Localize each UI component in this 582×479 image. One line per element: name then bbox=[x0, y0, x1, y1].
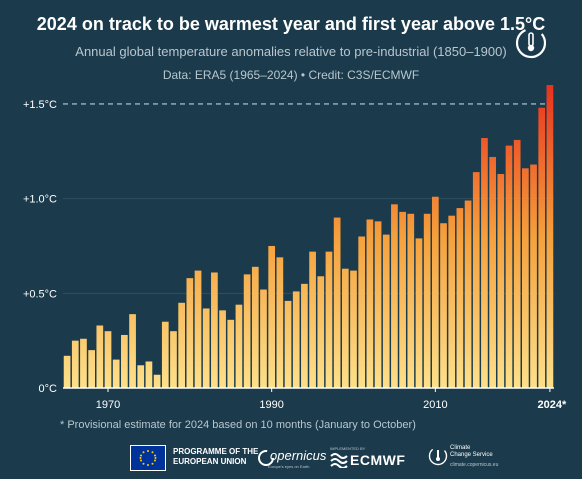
bar-1976 bbox=[153, 374, 161, 388]
bar-2001 bbox=[358, 236, 366, 388]
bar-1978 bbox=[170, 331, 177, 388]
bar-2011 bbox=[440, 223, 447, 388]
partner-logos: PROGRAMME OF THE EUROPEAN UNION opernicu… bbox=[0, 440, 582, 476]
ecmwf-wordmark: ECMWF bbox=[350, 452, 406, 468]
bar-1981 bbox=[194, 270, 202, 388]
bar-1971 bbox=[112, 359, 120, 388]
bar-1974 bbox=[137, 365, 145, 388]
data-source: Data: ERA5 (1965–2024) • Credit: C3S/ECM… bbox=[162, 68, 420, 82]
copernicus-wordmark: opernicus bbox=[270, 448, 327, 463]
eu-programme-label: PROGRAMME OF THE EUROPEAN UNION bbox=[173, 447, 259, 466]
chart-title: 2024 on track to be warmest year and fir… bbox=[36, 14, 546, 34]
bar-1985 bbox=[227, 319, 235, 388]
bar-1965 bbox=[63, 355, 71, 388]
bar-1984 bbox=[219, 310, 226, 388]
bars-layer bbox=[63, 85, 554, 388]
ecmwf-implemented-by: IMPLEMENTED BY bbox=[330, 446, 366, 451]
bar-2021 bbox=[522, 168, 529, 388]
c3s-label: Climate Change Service bbox=[450, 445, 493, 458]
bar-2009 bbox=[423, 213, 431, 388]
bar-1988 bbox=[251, 266, 259, 388]
bar-2016 bbox=[481, 138, 488, 388]
x-tick-label: 2010 bbox=[423, 399, 447, 411]
x-axis: 1970 1990 2010 2024* bbox=[96, 388, 567, 411]
grid-layer bbox=[63, 198, 554, 294]
bar-2018 bbox=[497, 174, 505, 388]
bar-1989 bbox=[260, 289, 267, 388]
bar-2020 bbox=[513, 139, 521, 388]
bar-2013 bbox=[456, 208, 464, 388]
bar-2006 bbox=[399, 211, 406, 388]
bar-2023 bbox=[538, 107, 546, 388]
bar-1987 bbox=[243, 274, 251, 388]
bar-1968 bbox=[88, 350, 95, 388]
c3s-thermometer-icon bbox=[515, 27, 547, 59]
bar-2002 bbox=[366, 219, 374, 388]
copernicus-tagline: Europe's eyes on Earth bbox=[268, 464, 310, 469]
bar-2003 bbox=[374, 221, 382, 388]
bar-1982 bbox=[202, 308, 210, 388]
bar-1980 bbox=[186, 278, 194, 388]
y-tick-label: +0.5°C bbox=[23, 288, 57, 300]
bar-1998 bbox=[333, 217, 341, 388]
bar-1993 bbox=[292, 291, 300, 388]
bar-2014 bbox=[464, 200, 472, 388]
bar-1979 bbox=[178, 302, 186, 388]
x-tick-label: 1970 bbox=[96, 399, 120, 411]
y-axis: 0°C +0.5°C +1.0°C +1.5°C bbox=[23, 99, 57, 395]
bar-1967 bbox=[80, 338, 87, 388]
bar-1994 bbox=[301, 283, 308, 388]
c3s-url: climate.copernicus.eu bbox=[450, 462, 499, 468]
bar-1992 bbox=[284, 300, 292, 388]
y-tick-label: +1.5°C bbox=[23, 99, 57, 111]
bar-1977 bbox=[161, 321, 169, 388]
bar-1973 bbox=[129, 314, 136, 388]
y-tick-label: +1.0°C bbox=[23, 194, 57, 206]
threshold-layer bbox=[63, 103, 554, 389]
bar-2000 bbox=[350, 270, 357, 388]
bar-1970 bbox=[104, 331, 112, 388]
y-tick-label: 0°C bbox=[39, 383, 58, 395]
bar-1969 bbox=[96, 325, 104, 388]
bar-2005 bbox=[391, 204, 398, 388]
ecmwf-logo-icon bbox=[330, 453, 348, 468]
bar-2004 bbox=[382, 234, 390, 388]
bar-1999 bbox=[341, 268, 349, 388]
bar-1997 bbox=[325, 251, 333, 388]
bar-1995 bbox=[309, 251, 316, 388]
bar-1966 bbox=[71, 340, 79, 388]
bar-2017 bbox=[489, 156, 496, 388]
bar-2015 bbox=[472, 172, 480, 388]
bar-1975 bbox=[145, 361, 153, 388]
c3s-logo-icon bbox=[428, 446, 448, 466]
bar-1990 bbox=[268, 245, 276, 388]
bar-1983 bbox=[211, 272, 218, 388]
bar-2022 bbox=[530, 164, 537, 388]
bar-1986 bbox=[235, 304, 243, 388]
bar-1991 bbox=[276, 257, 284, 388]
bar-2010 bbox=[431, 196, 439, 388]
bar-1972 bbox=[121, 334, 128, 388]
copernicus-logo-icon bbox=[258, 450, 274, 466]
bar-2024 bbox=[546, 85, 554, 388]
bar-1996 bbox=[317, 276, 325, 388]
bar-2012 bbox=[448, 215, 456, 388]
bar-2019 bbox=[505, 145, 513, 388]
temperature-anomaly-chart: 0°C +0.5°C +1.0°C +1.5°C 1970 1990 2010 2024* bbox=[23, 85, 567, 411]
bar-2008 bbox=[415, 238, 423, 388]
bar-2007 bbox=[407, 213, 415, 388]
x-tick-label: 2024* bbox=[538, 399, 567, 411]
x-tick-label: 1990 bbox=[259, 399, 283, 411]
footnote: * Provisional estimate for 2024 based on… bbox=[60, 419, 416, 431]
chart-subtitle: Annual global temperature anomalies rela… bbox=[75, 44, 507, 59]
eu-flag-icon bbox=[130, 445, 166, 471]
